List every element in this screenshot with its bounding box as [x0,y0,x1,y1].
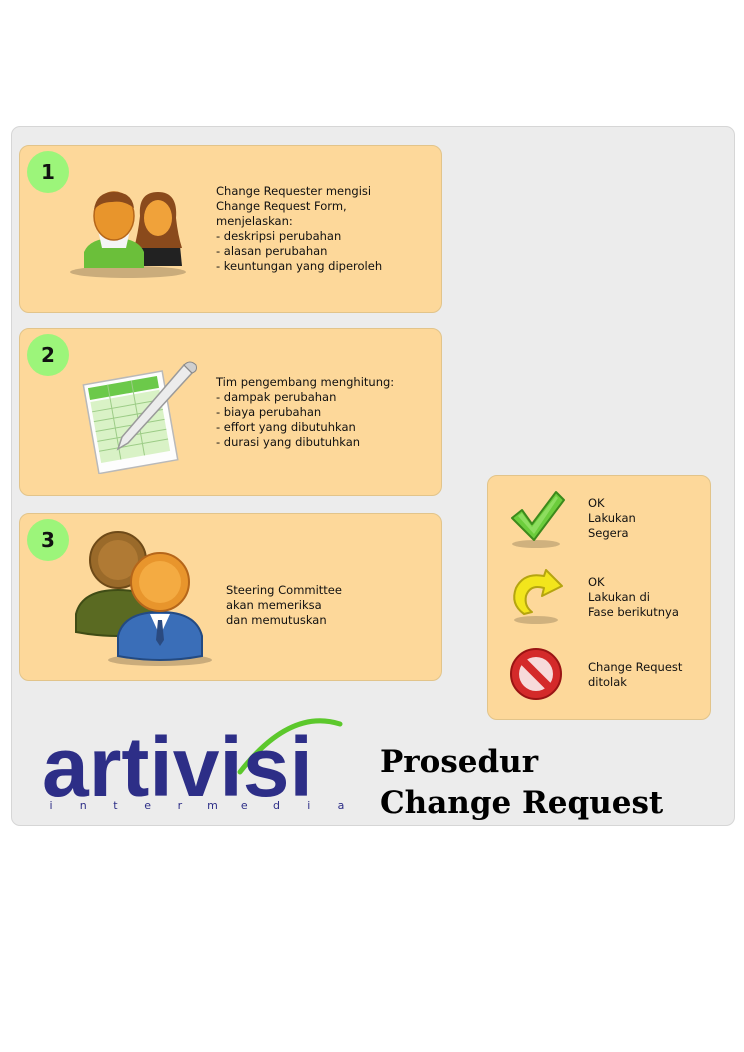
no-entry-icon [510,648,562,700]
legend-rejected-text: Change Request ditolak [588,660,683,689]
legend-card: OK Lakukan Segera OK Lakukan di Fase ber… [487,475,711,720]
checkmark-icon [511,491,565,548]
users-icon [70,191,186,278]
step-3-badge: 3 [27,519,69,561]
step-3-card: 3 Steering Committee akan memeriksa dan … [19,513,442,681]
logo-wordmark: artivisi [42,720,313,802]
legend-ok-now-text: OK Lakukan Segera [588,496,636,540]
artivisi-logo: artivisi [42,718,343,802]
step-1-text: Change Requester mengisi Change Request … [216,184,383,273]
redo-arrow-icon [513,569,563,624]
step-2-text: Tim pengembang menghitung: - dampak peru… [216,375,395,449]
spreadsheet-pen-icon [82,361,197,474]
step-2-badge: 2 [27,334,69,376]
title-line-1: Prosedur [380,744,539,780]
title-line-2: Change Request [380,785,664,821]
step-1-badge: 1 [27,151,69,193]
step-1-card: 1 Change Requester mengisi Change Reques… [19,145,442,313]
legend-ok-next-text: OK Lakukan di Fase berikutnya [588,575,679,619]
committee-icon [75,531,212,666]
step-2-card: 2 Tim pengembang menghitung: - dampak pe… [19,328,442,496]
page-title: Prosedur Change Request [380,742,663,824]
step-3-text: Steering Committee akan memeriksa dan me… [226,583,342,627]
